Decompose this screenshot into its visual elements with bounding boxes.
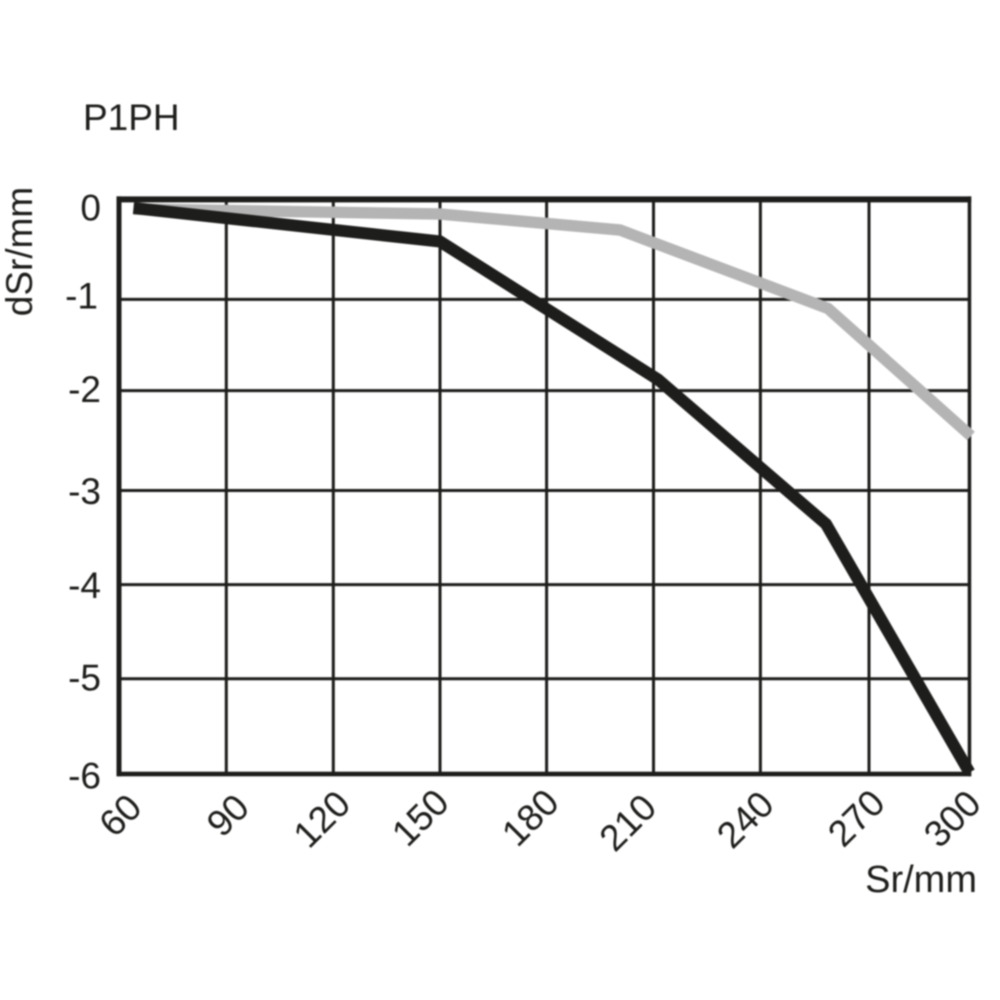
- svg-text:-6: -6: [68, 756, 101, 797]
- svg-text:0: 0: [80, 188, 101, 229]
- svg-text:dSr/mm: dSr/mm: [0, 187, 40, 317]
- svg-text:-2: -2: [68, 369, 101, 410]
- svg-text:-5: -5: [68, 658, 101, 699]
- svg-text:P1PH: P1PH: [83, 97, 180, 138]
- svg-text:-1: -1: [65, 276, 98, 317]
- svg-text:Sr/mm: Sr/mm: [865, 859, 977, 901]
- svg-text:-3: -3: [68, 471, 101, 512]
- svg-text:-4: -4: [68, 565, 101, 606]
